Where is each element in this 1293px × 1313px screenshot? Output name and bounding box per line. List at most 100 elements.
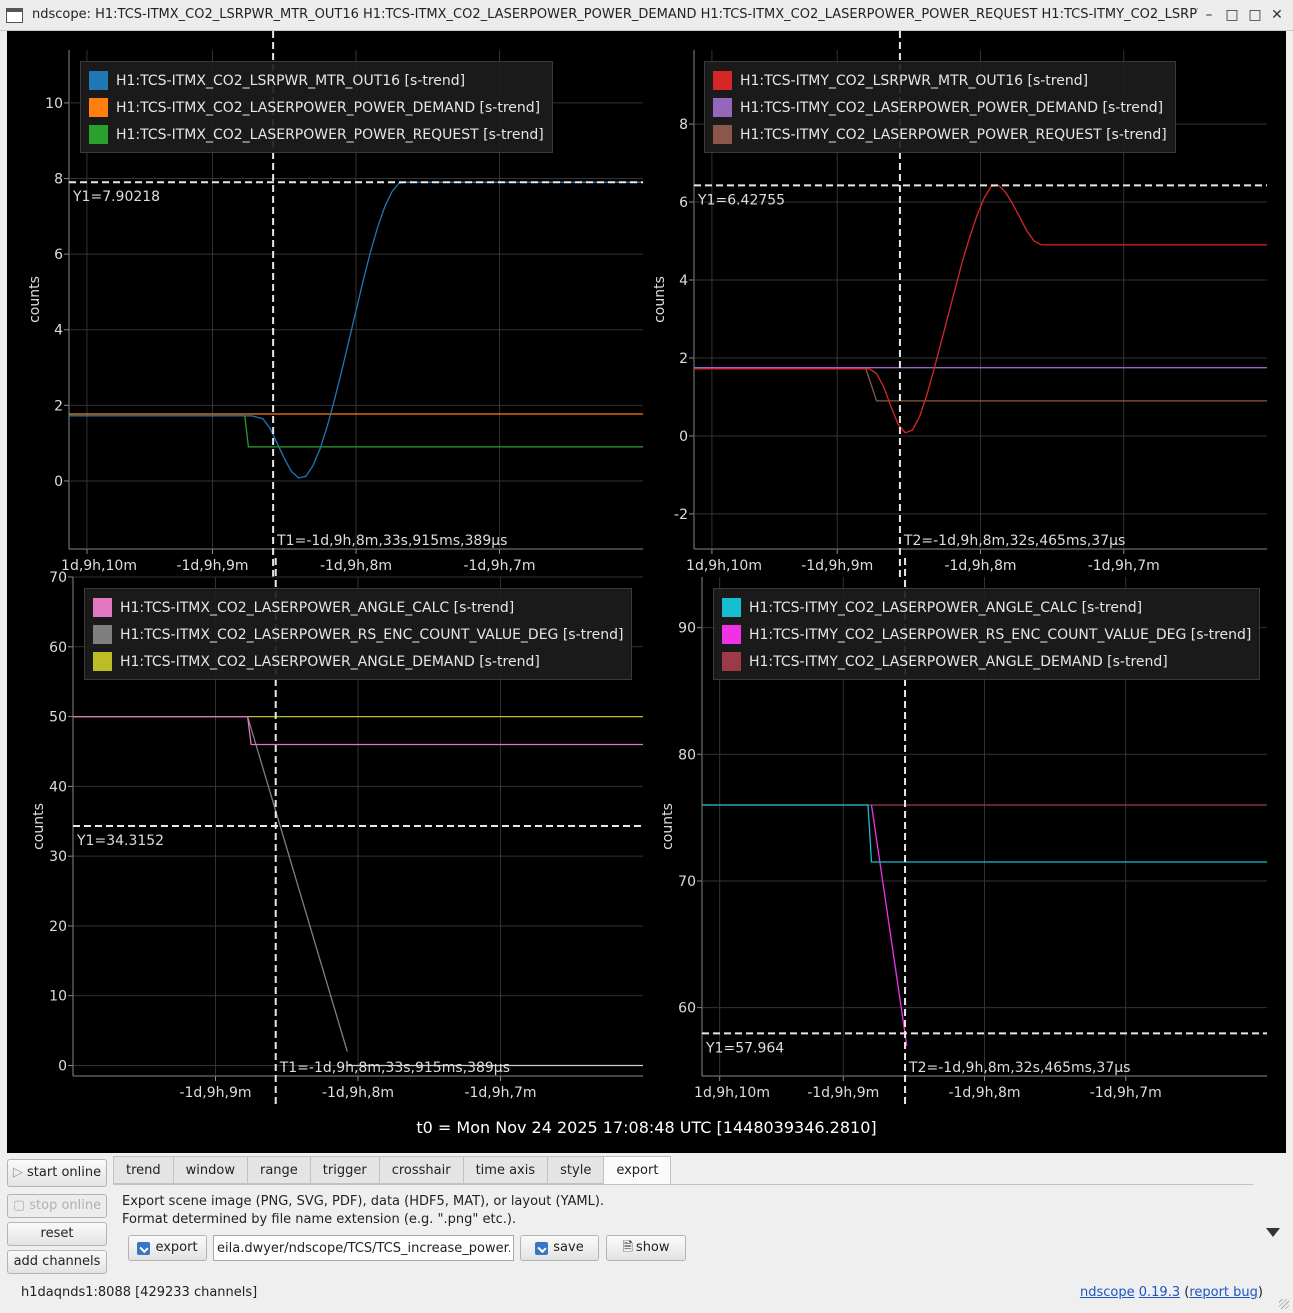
t-cursor-label: T2=-1d,9h,8m,32s,465ms,37µs	[903, 533, 1125, 549]
legend-plot3: H1:TCS-ITMX_CO2_LASERPOWER_ANGLE_CALC [s…	[84, 588, 633, 680]
export-button[interactable]: export	[128, 1235, 207, 1261]
y-axis-label: counts	[27, 276, 43, 323]
series-line	[870, 804, 908, 1046]
x-tick-label: -1d,9h,7m	[1088, 558, 1160, 574]
t-cursor-label: T1=-1d,9h,8m,33s,915ms,389µs	[279, 1060, 510, 1076]
x-tick-label: -1d,9h,9m	[176, 558, 248, 574]
tab-trigger[interactable]: trigger	[309, 1156, 380, 1184]
legend-plot1: H1:TCS-ITMX_CO2_LSRPWR_MTR_OUT16 [s-tren…	[80, 61, 553, 153]
series-line	[246, 716, 348, 1052]
y-tick-label: 4	[679, 273, 688, 289]
y-tick-label: 2	[54, 398, 63, 414]
y-tick-label: 2	[679, 351, 688, 367]
tab-window[interactable]: window	[172, 1156, 248, 1184]
legend-item[interactable]: H1:TCS-ITMX_CO2_LASERPOWER_RS_ENC_COUNT_…	[93, 621, 623, 648]
y-axis-label: counts	[660, 803, 676, 850]
x-tick-label: -1d,9h,8m	[944, 558, 1016, 574]
y-tick-label: 6	[679, 195, 688, 211]
legend-item[interactable]: H1:TCS-ITMX_CO2_LASERPOWER_ANGLE_CALC [s…	[93, 594, 623, 621]
x-tick-label: -1d,9h,7m	[1090, 1085, 1162, 1101]
x-tick-label: 1d,9h,10m	[686, 558, 762, 574]
series-line	[73, 715, 643, 746]
y-tick-label: 10	[45, 96, 63, 112]
series-swatch	[89, 71, 108, 90]
start-online-button[interactable]: ▷ start online	[7, 1159, 107, 1187]
x-tick-label: -1d,9h,9m	[801, 558, 873, 574]
legend-item[interactable]: H1:TCS-ITMX_CO2_LASERPOWER_POWER_REQUEST…	[89, 121, 544, 148]
add-channels-button[interactable]: add channels	[7, 1250, 107, 1274]
series-swatch	[93, 598, 112, 617]
legend-item[interactable]: H1:TCS-ITMX_CO2_LASERPOWER_ANGLE_DEMAND …	[93, 648, 623, 675]
series-swatch	[722, 625, 741, 644]
stop-online-button[interactable]: ▢ stop online	[7, 1194, 107, 1218]
t0-label: t0 = Mon Nov 24 2025 17:08:48 UTC [14480…	[416, 1118, 877, 1137]
y-axis-label: counts	[31, 803, 47, 850]
legend-item[interactable]: H1:TCS-ITMY_CO2_LSRPWR_MTR_OUT16 [s-tren…	[713, 67, 1167, 94]
legend-item[interactable]: H1:TCS-ITMY_CO2_LASERPOWER_ANGLE_DEMAND …	[722, 648, 1251, 675]
show-button[interactable]: 🗎 show	[606, 1235, 686, 1261]
save-button[interactable]: save	[520, 1235, 599, 1261]
legend-plot2: H1:TCS-ITMY_CO2_LSRPWR_MTR_OUT16 [s-tren…	[704, 61, 1176, 153]
series-swatch	[93, 652, 112, 671]
series-swatch	[722, 652, 741, 671]
plots-canvas[interactable]: 0 2 4 6 8 10 1d,9h,10m -1d,9h,9m -1d,9h,8m -1d,9h…	[7, 31, 1286, 1116]
legend-item[interactable]: H1:TCS-ITMY_CO2_LASERPOWER_POWER_REQUEST…	[713, 121, 1167, 148]
version-link[interactable]: 0.19.3	[1138, 1285, 1181, 1300]
y-tick-label: 6	[54, 247, 63, 263]
y-cursor-label: Y1=7.90218	[72, 189, 160, 205]
t-cursor-label: T2=-1d,9h,8m,32s,465ms,37µs	[908, 1060, 1130, 1076]
scope-area: 0 2 4 6 8 10 1d,9h,10m -1d,9h,9m -1d,9h,8m -1d,9h…	[7, 31, 1286, 1153]
series-swatch	[89, 125, 108, 144]
series-swatch	[713, 71, 732, 90]
series-swatch	[89, 98, 108, 117]
tab-export[interactable]: export	[603, 1156, 672, 1185]
footer-links: ndscope 0.19.3 (report bug)	[1079, 1285, 1263, 1300]
legend-item[interactable]: H1:TCS-ITMX_CO2_LASERPOWER_POWER_DEMAND …	[89, 94, 544, 121]
series-swatch	[722, 598, 741, 617]
y-tick-label: 0	[679, 429, 688, 445]
expand-panel-icon[interactable]	[1266, 1228, 1280, 1237]
report-bug-link[interactable]: report bug	[1189, 1285, 1258, 1300]
export-filename-input[interactable]	[213, 1235, 514, 1261]
series-swatch	[93, 625, 112, 644]
x-tick-label: -1d,9h,8m	[322, 1085, 394, 1101]
legend-plot4: H1:TCS-ITMY_CO2_LASERPOWER_ANGLE_CALC [s…	[713, 588, 1261, 680]
tab-trend[interactable]: trend	[113, 1156, 174, 1184]
y-tick-label: 70	[49, 570, 67, 586]
legend-item[interactable]: H1:TCS-ITMY_CO2_LASERPOWER_RS_ENC_COUNT_…	[722, 621, 1251, 648]
x-tick-label: 1d,9h,10m	[694, 1085, 770, 1101]
legend-item[interactable]: H1:TCS-ITMX_CO2_LSRPWR_MTR_OUT16 [s-tren…	[89, 67, 544, 94]
series-line	[694, 184, 1267, 434]
app-window-icon	[6, 8, 23, 23]
tab-crosshair[interactable]: crosshair	[378, 1156, 464, 1184]
x-tick-label: -1d,9h,8m	[948, 1085, 1020, 1101]
y-axis-label: counts	[652, 276, 668, 323]
y-tick-label: 50	[49, 710, 67, 726]
stop-icon: ▢	[12, 1198, 30, 1213]
y-tick-label: 20	[49, 919, 67, 935]
tab-time-axis[interactable]: time axis	[462, 1156, 549, 1184]
close-icon[interactable]: ✕	[1271, 7, 1283, 23]
y-tick-label: 60	[678, 1001, 696, 1017]
ndscope-link[interactable]: ndscope	[1079, 1285, 1135, 1300]
y-tick-label: 4	[54, 323, 63, 339]
maximize-icon[interactable]: □	[1248, 7, 1262, 23]
resize-grip[interactable]	[1279, 1299, 1289, 1309]
y-tick-label: 80	[678, 747, 696, 763]
export-description: Export scene image (PNG, SVG, PDF), data…	[122, 1194, 605, 1227]
reset-button[interactable]: reset	[7, 1222, 107, 1246]
tab-style[interactable]: style	[547, 1156, 605, 1184]
download-icon	[137, 1241, 151, 1255]
series-swatch	[713, 98, 732, 117]
y-tick-label: 8	[54, 172, 63, 188]
download-icon	[535, 1241, 549, 1255]
series-line	[702, 804, 1267, 863]
restore-icon[interactable]: □	[1225, 7, 1239, 23]
x-tick-label: 1d,9h,10m	[61, 558, 137, 574]
legend-item[interactable]: H1:TCS-ITMY_CO2_LASERPOWER_POWER_DEMAND …	[713, 94, 1167, 121]
legend-item[interactable]: H1:TCS-ITMY_CO2_LASERPOWER_ANGLE_CALC [s…	[722, 594, 1251, 621]
minimize-icon[interactable]: –	[1205, 7, 1213, 23]
x-tick-label: -1d,9h,7m	[464, 1085, 536, 1101]
play-icon: ▷	[12, 1165, 28, 1180]
tab-range[interactable]: range	[246, 1156, 311, 1184]
